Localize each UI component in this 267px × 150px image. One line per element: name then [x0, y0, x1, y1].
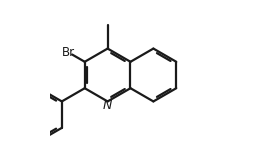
Text: N: N: [102, 99, 112, 112]
Text: Br: Br: [62, 46, 75, 59]
